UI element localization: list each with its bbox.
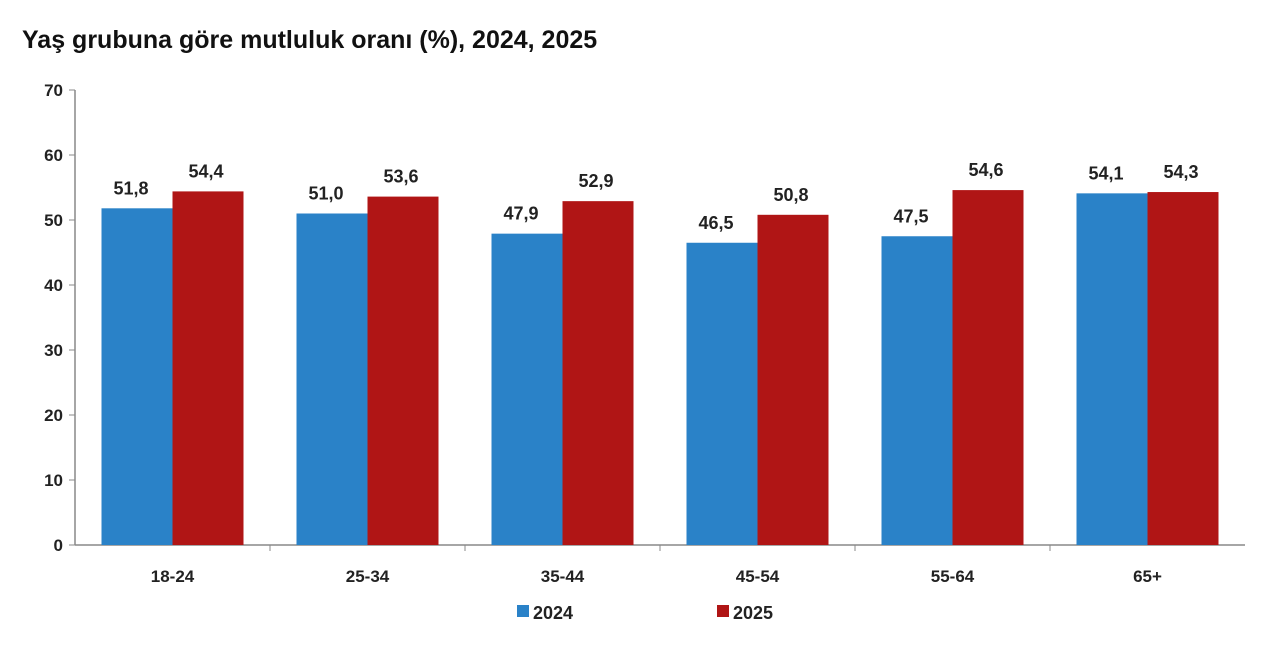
data-label: 47,9 xyxy=(503,204,538,224)
y-tick-label: 40 xyxy=(44,276,63,295)
data-label: 46,5 xyxy=(698,213,733,233)
bar-2025-65+ xyxy=(1147,192,1219,546)
bar-2025-55-64 xyxy=(952,190,1024,545)
data-label: 53,6 xyxy=(383,167,418,187)
y-tick-label: 60 xyxy=(44,146,63,165)
bar-2024-55-64 xyxy=(881,236,953,545)
y-tick-label: 50 xyxy=(44,211,63,230)
legend-swatch-2025 xyxy=(717,605,729,617)
bar-2024-25-34 xyxy=(296,213,368,545)
chart-title: Yaş grubuna göre mutluluk oranı (%), 202… xyxy=(22,26,598,54)
data-label: 47,5 xyxy=(893,206,928,226)
bar-2024-65+ xyxy=(1076,193,1148,545)
data-label: 54,6 xyxy=(968,160,1003,180)
bar-2024-18-24 xyxy=(101,208,173,546)
bar-2025-45-54 xyxy=(757,214,829,546)
data-label: 52,9 xyxy=(578,171,613,191)
x-tick-label: 55-64 xyxy=(931,567,975,586)
bar-2024-35-44 xyxy=(491,233,563,545)
data-label: 54,1 xyxy=(1088,163,1123,183)
bar-2025-35-44 xyxy=(562,201,634,545)
y-tick-label: 30 xyxy=(44,341,63,360)
data-label: 51,0 xyxy=(308,184,343,204)
legend-label: 2024 xyxy=(533,603,573,623)
y-tick-label: 70 xyxy=(44,81,63,100)
data-label: 54,3 xyxy=(1163,162,1198,182)
bar-2024-45-54 xyxy=(686,242,758,545)
x-tick-label: 45-54 xyxy=(736,567,780,586)
bar-2025-18-24 xyxy=(172,191,244,545)
legend-label: 2025 xyxy=(733,603,773,623)
x-tick-label: 25-34 xyxy=(346,567,390,586)
bar-2025-25-34 xyxy=(367,196,439,545)
legend-swatch-2024 xyxy=(517,605,529,617)
data-label: 50,8 xyxy=(773,185,808,205)
x-tick-label: 65+ xyxy=(1133,567,1162,586)
x-tick-label: 18-24 xyxy=(151,567,195,586)
data-label: 51,8 xyxy=(113,178,148,198)
data-label: 54,4 xyxy=(188,161,223,181)
x-tick-label: 35-44 xyxy=(541,567,585,586)
y-tick-label: 20 xyxy=(44,406,63,425)
y-tick-label: 10 xyxy=(44,471,63,490)
y-tick-label: 0 xyxy=(54,536,63,555)
